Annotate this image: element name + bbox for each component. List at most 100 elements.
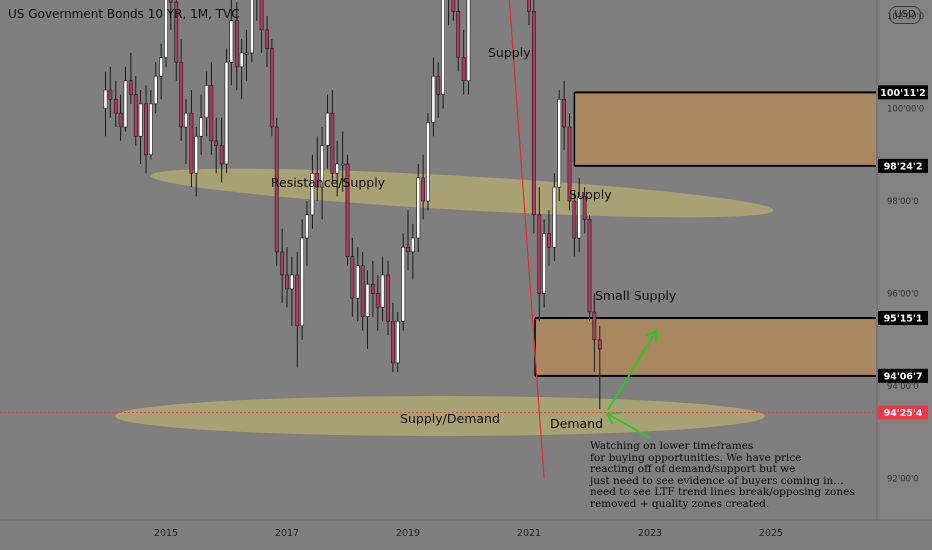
candle-body bbox=[542, 233, 547, 294]
candle-body bbox=[355, 265, 360, 299]
zone-ellipse bbox=[115, 396, 765, 436]
candle-body bbox=[380, 274, 385, 308]
candle-body bbox=[265, 29, 269, 49]
candle-body bbox=[153, 75, 158, 105]
price-tag-box bbox=[878, 368, 928, 383]
ellipse-label: Supply/Demand bbox=[400, 411, 500, 426]
candle-body bbox=[456, 11, 461, 58]
candle-body bbox=[219, 145, 224, 165]
candle-body bbox=[280, 251, 285, 276]
candle-body bbox=[129, 80, 133, 95]
analysis-note: Watching on lower timeframes for buying … bbox=[590, 440, 855, 510]
candle-body bbox=[587, 219, 592, 313]
arrow-up-head bbox=[645, 329, 657, 342]
current-price-tag-label: 94'25'4 bbox=[884, 408, 923, 419]
candle-body bbox=[189, 112, 194, 174]
candle-body bbox=[295, 274, 300, 327]
candle-body bbox=[214, 140, 219, 146]
candle-body bbox=[330, 112, 335, 174]
candle-body bbox=[199, 117, 203, 137]
candle-body bbox=[108, 89, 113, 100]
candle-body bbox=[224, 61, 229, 165]
candle-body bbox=[436, 75, 441, 95]
price-tag-box bbox=[878, 158, 928, 173]
candle-body bbox=[144, 103, 148, 156]
zone-label: Small Supply bbox=[595, 288, 677, 303]
candle-body bbox=[229, 20, 234, 63]
candle-body bbox=[300, 237, 305, 327]
y-tick-label: 98'00'0 bbox=[887, 197, 919, 207]
candle-body bbox=[118, 112, 123, 128]
x-tick-label: 2019 bbox=[396, 528, 420, 539]
candle-body bbox=[557, 98, 562, 188]
ellipse-label: Resistance/Supply bbox=[271, 175, 386, 190]
candle-body bbox=[103, 89, 108, 109]
candle-body bbox=[159, 57, 164, 77]
x-tick-label: 2015 bbox=[154, 528, 178, 539]
price-tag: 98'24'2 bbox=[878, 158, 928, 173]
candle-body bbox=[345, 163, 350, 257]
candle-body bbox=[123, 80, 128, 128]
candle-body bbox=[184, 112, 188, 128]
candle-body bbox=[582, 196, 587, 220]
current-price-tag-box bbox=[878, 405, 928, 420]
y-tick-label: 92'00'0 bbox=[887, 475, 919, 485]
candle-body bbox=[461, 57, 466, 82]
zone-label: Supply bbox=[488, 45, 531, 60]
trendline bbox=[508, 0, 545, 479]
candle-body bbox=[416, 177, 421, 239]
candle-body bbox=[441, 0, 445, 95]
candle-body bbox=[466, 0, 471, 82]
price-tag-box bbox=[878, 85, 928, 100]
candle-body bbox=[365, 283, 370, 317]
candle-body bbox=[406, 246, 410, 253]
candle-body bbox=[421, 177, 426, 202]
x-tick-label: 2017 bbox=[275, 528, 299, 539]
y-tick-label: 94'00'0 bbox=[887, 382, 919, 392]
y-tick-label: 96'00'0 bbox=[887, 290, 919, 300]
candle-body bbox=[315, 172, 320, 188]
price-tag: 94'06'7 bbox=[878, 368, 928, 383]
chart-title: US Government Bonds 10 YR, 1M, TVC bbox=[8, 7, 240, 21]
price-axis-panel bbox=[877, 0, 932, 520]
price-tag-label: 98'24'2 bbox=[884, 161, 923, 172]
candle-body bbox=[274, 126, 279, 253]
candle-body bbox=[289, 274, 294, 290]
price-tag-label: 100'11'2 bbox=[880, 88, 925, 99]
candle-body bbox=[350, 256, 355, 299]
candle-body bbox=[360, 265, 365, 317]
candle-body bbox=[537, 214, 542, 294]
candle-body bbox=[401, 246, 406, 322]
candle-body bbox=[244, 52, 249, 55]
candle-body bbox=[250, 0, 254, 54]
candle-body bbox=[552, 186, 557, 248]
candle-body bbox=[431, 75, 436, 123]
candle-body bbox=[133, 94, 138, 137]
candle-body bbox=[138, 103, 143, 137]
zone-label: Demand bbox=[550, 416, 603, 431]
arrow-demand-line bbox=[607, 413, 651, 439]
x-tick-label: 2021 bbox=[517, 528, 541, 539]
candle-body bbox=[531, 11, 536, 216]
candle-body bbox=[164, 0, 168, 58]
candle-body bbox=[597, 339, 602, 350]
candle-body bbox=[340, 163, 345, 166]
candle-body bbox=[113, 98, 118, 114]
candle-body bbox=[320, 145, 324, 188]
candle-body bbox=[426, 122, 430, 202]
currency-badge[interactable]: USD bbox=[889, 6, 921, 24]
price-tag-label: 94'06'7 bbox=[884, 371, 923, 382]
candle-body bbox=[325, 112, 330, 146]
candle-body bbox=[592, 311, 597, 341]
x-tick-label: 2025 bbox=[759, 528, 783, 539]
candle-body bbox=[371, 283, 375, 294]
candle-body bbox=[305, 214, 309, 239]
candle-body bbox=[148, 103, 153, 156]
candle-body bbox=[285, 274, 289, 290]
candle-body bbox=[269, 48, 274, 128]
candle-body bbox=[451, 0, 456, 12]
price-tag: 100'11'2 bbox=[878, 85, 928, 100]
candle-body bbox=[335, 163, 340, 174]
